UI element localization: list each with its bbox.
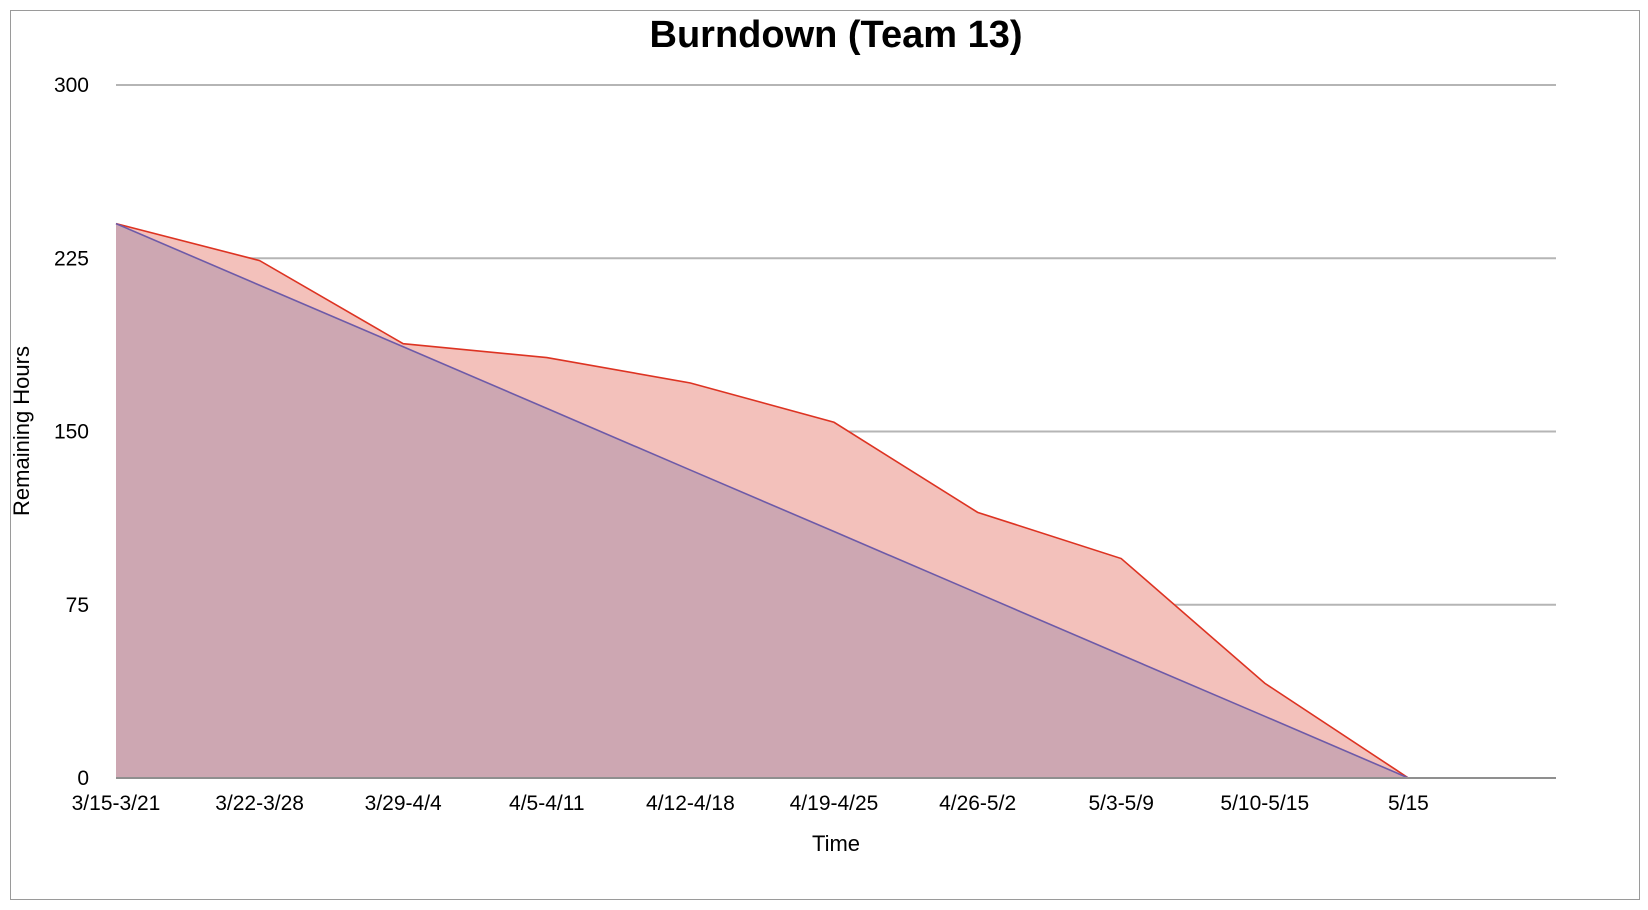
y-tick-label: 0 <box>77 767 89 790</box>
x-tick-label: 4/5-4/11 <box>509 792 585 815</box>
y-tick-labels: 0 75 150 225 300 <box>54 74 89 790</box>
x-tick-labels: 3/15-3/21 3/22-3/28 3/29-4/4 4/5-4/11 4/12-4… <box>72 792 1429 815</box>
chart-frame: Burndown (Team 13) 0 75 150 225 300 3/15-3/2… <box>10 10 1640 900</box>
x-tick-label: 3/29-4/4 <box>365 792 442 815</box>
series-lines <box>115 222 1409 779</box>
y-tick-label: 225 <box>54 247 89 270</box>
burndown-chart: Burndown (Team 13) 0 75 150 225 300 3/15-3/2… <box>11 14 1556 856</box>
x-tick-label: 3/15-3/21 <box>72 792 161 815</box>
x-tick-label: 4/19-4/25 <box>790 792 879 815</box>
chart-title: Burndown (Team 13) <box>650 14 1023 56</box>
x-tick-label: 4/12-4/18 <box>646 792 735 815</box>
x-tick-label: 3/22-3/28 <box>215 792 304 815</box>
series-line-1 <box>115 222 1409 779</box>
x-tick-label: 4/26-5/2 <box>939 792 1016 815</box>
x-tick-label: 5/10-5/15 <box>1220 792 1309 815</box>
y-tick-label: 150 <box>54 421 89 444</box>
series-line-2 <box>115 222 1409 779</box>
y-tick-label: 300 <box>54 74 89 97</box>
y-tick-label: 75 <box>66 594 89 617</box>
x-axis-label: Time <box>812 831 860 856</box>
x-tick-label: 5/15 <box>1388 792 1429 815</box>
y-axis-label: Remaining Hours <box>11 346 34 516</box>
x-tick-label: 5/3-5/9 <box>1089 792 1154 815</box>
